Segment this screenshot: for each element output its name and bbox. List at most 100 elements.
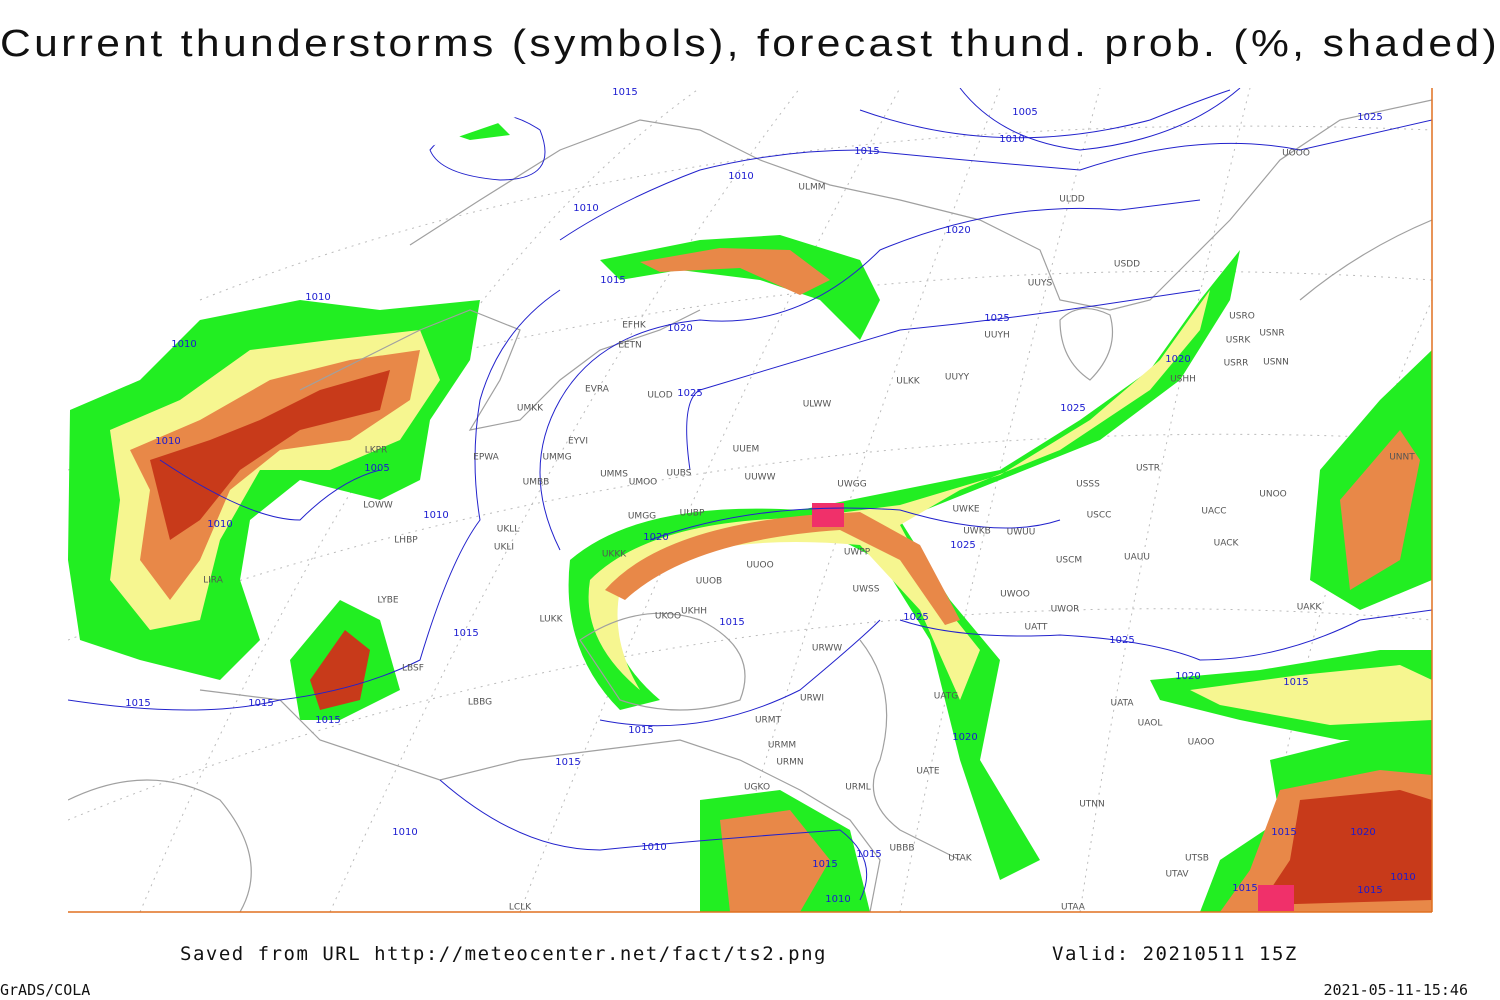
station-label: UKHH bbox=[681, 607, 707, 617]
station-label: UMMS bbox=[600, 470, 628, 480]
map-title: Current thunderstorms (symbols), forecas… bbox=[0, 23, 1500, 65]
isobar-label: 1010 bbox=[999, 134, 1024, 145]
station-label: UNOO bbox=[1259, 490, 1287, 500]
station-label: URMN bbox=[776, 758, 803, 768]
station-label: UATT bbox=[1025, 623, 1048, 633]
isobar-label: 1010 bbox=[573, 203, 598, 214]
station-label: UWKE bbox=[952, 505, 979, 515]
isobar-label: 1015 bbox=[719, 617, 744, 628]
isobar-label: 1025 bbox=[1357, 112, 1382, 123]
isobar-label: 1015 bbox=[1283, 677, 1308, 688]
station-label: UUOB bbox=[696, 577, 722, 587]
station-label: USDD bbox=[1114, 260, 1140, 270]
isobar-label: 1025 bbox=[950, 540, 975, 551]
map-area bbox=[68, 88, 1432, 912]
isobar-label: 1015 bbox=[1271, 827, 1296, 838]
station-label: UTAA bbox=[1061, 903, 1086, 913]
isobars bbox=[68, 88, 1432, 901]
station-label: UNNT bbox=[1389, 453, 1415, 463]
station-label: UAOO bbox=[1188, 738, 1215, 748]
isobar-label: 1015 bbox=[453, 628, 478, 639]
isobar-label: 1010 bbox=[1390, 872, 1415, 883]
isobar-label: 1020 bbox=[1175, 671, 1200, 682]
isobar-label: 1015 bbox=[555, 757, 580, 768]
isobar-label: 1010 bbox=[207, 519, 232, 530]
station-label: LIRA bbox=[203, 576, 224, 586]
station-label: UUEM bbox=[733, 445, 760, 455]
station-label: UWOR bbox=[1051, 605, 1080, 615]
station-label: UMKK bbox=[517, 404, 544, 414]
graticule bbox=[68, 88, 1432, 912]
station-label: UAUU bbox=[1124, 553, 1150, 563]
station-label: UMBB bbox=[523, 478, 550, 488]
station-label: UWSS bbox=[853, 585, 880, 595]
isobar-label: 1010 bbox=[305, 292, 330, 303]
station-label: UUYY bbox=[945, 373, 970, 383]
storm-symbol bbox=[812, 503, 844, 527]
isobar-label: 1005 bbox=[1012, 107, 1037, 118]
station-label: USNR bbox=[1259, 329, 1284, 339]
station-label: UKLI bbox=[494, 543, 514, 553]
isobar-label: 1015 bbox=[854, 146, 879, 157]
station-label: UMMG bbox=[542, 453, 571, 463]
isobar-label: 1025 bbox=[677, 388, 702, 399]
station-label: UGKO bbox=[744, 783, 770, 793]
station-label: LBSF bbox=[402, 664, 424, 674]
isobar-label: 1020 bbox=[643, 532, 668, 543]
isobar-label: 1025 bbox=[984, 313, 1009, 324]
isobar-label: 1025 bbox=[1109, 635, 1134, 646]
station-label: UACK bbox=[1214, 539, 1240, 549]
coastlines bbox=[68, 99, 1432, 912]
isobar-labels: 1015 1005 1010 1015 1010 1010 1020 1015 1010 1025… bbox=[125, 87, 1415, 905]
isobar-label: 1010 bbox=[825, 894, 850, 905]
valid-time: Valid: 20210511 15Z bbox=[1052, 943, 1298, 965]
station-label: USRK bbox=[1226, 336, 1252, 346]
station-label: EPWA bbox=[473, 453, 500, 463]
station-label: UAKK bbox=[1297, 603, 1323, 613]
station-label: UUWW bbox=[745, 473, 776, 483]
station-label: UKLL bbox=[497, 525, 520, 535]
station-label: ULMM bbox=[798, 183, 825, 193]
station-label: UWOO bbox=[1000, 590, 1030, 600]
isobar-label: 1015 bbox=[856, 849, 881, 860]
station-label: UTSB bbox=[1185, 854, 1209, 864]
station-label: UMOO bbox=[629, 478, 658, 488]
station-label: USSS bbox=[1076, 480, 1100, 490]
station-label: URWI bbox=[800, 694, 824, 704]
station-label: UTAK bbox=[948, 854, 973, 864]
timestamp: 2021-05-11-15:46 bbox=[1324, 981, 1469, 999]
station-label: UWGG bbox=[837, 480, 866, 490]
isobar-label: 1010 bbox=[423, 510, 448, 521]
isobar-label: 1025 bbox=[1060, 403, 1085, 414]
station-label: EETN bbox=[618, 341, 642, 351]
station-label: UATE bbox=[916, 767, 940, 777]
station-label: ULDD bbox=[1059, 195, 1085, 205]
isobar-label: 1010 bbox=[392, 827, 417, 838]
station-label: URMT bbox=[755, 716, 782, 726]
station-label: LCLK bbox=[509, 903, 532, 913]
station-label: UWUU bbox=[1007, 528, 1036, 538]
station-label: ULOD bbox=[647, 391, 672, 401]
isobar-label: 1015 bbox=[1232, 883, 1257, 894]
isobar-label: 1010 bbox=[641, 842, 666, 853]
isobar-label: 1015 bbox=[612, 87, 637, 98]
station-label: UWKB bbox=[963, 527, 991, 537]
isobar-label: 1010 bbox=[171, 339, 196, 350]
isobar-label: 1020 bbox=[1350, 827, 1375, 838]
isobar-label: 1015 bbox=[1357, 885, 1382, 896]
station-label: USNN bbox=[1263, 358, 1289, 368]
station-label: UOOO bbox=[1282, 149, 1310, 159]
isobar-label: 1020 bbox=[945, 225, 970, 236]
storm-symbol bbox=[1258, 885, 1294, 911]
station-label: LUKK bbox=[540, 615, 564, 625]
station-label: UUYH bbox=[984, 331, 1009, 341]
station-label: UKOO bbox=[655, 612, 681, 622]
station-label: URMM bbox=[768, 741, 796, 751]
station-label: UMGG bbox=[628, 512, 656, 522]
station-label: UATG bbox=[934, 692, 959, 702]
isobar-label: 1015 bbox=[248, 698, 273, 709]
station-label: UACC bbox=[1201, 507, 1226, 517]
station-label: LBBG bbox=[468, 698, 492, 708]
station-label: ULKK bbox=[896, 377, 921, 387]
isobar-label: 1025 bbox=[903, 612, 928, 623]
